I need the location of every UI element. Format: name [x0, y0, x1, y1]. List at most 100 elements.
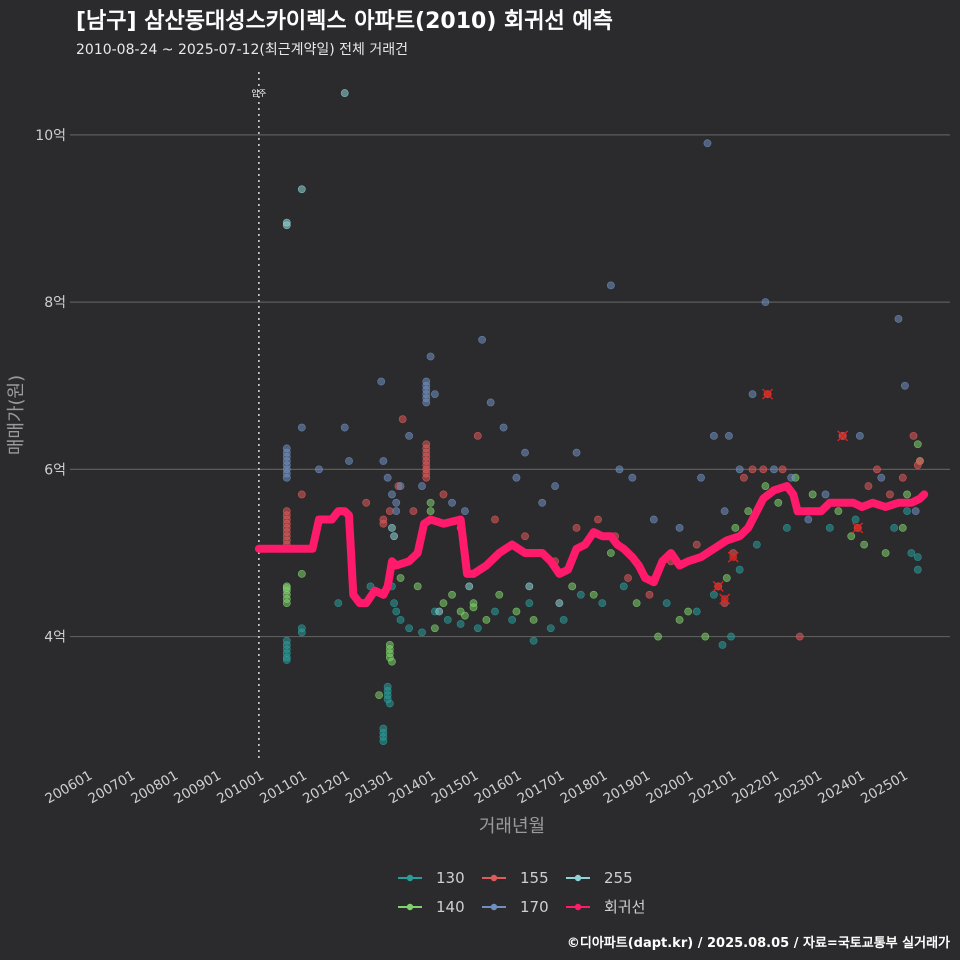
- data-point-140: [675, 615, 684, 624]
- data-point-140: [413, 582, 422, 591]
- chart-legend: 130 155 255 140 170 회귀선: [398, 869, 645, 916]
- data-point-140: [495, 590, 504, 599]
- data-point-155: [398, 415, 407, 424]
- data-point-170: [894, 314, 903, 323]
- data-point-130: [456, 620, 465, 628]
- data-point-170: [761, 298, 770, 307]
- data-point-170: [315, 465, 323, 474]
- y-tick-label: 8억: [44, 295, 66, 311]
- data-point-170: [448, 498, 456, 507]
- data-point-170: [379, 457, 388, 465]
- x-tick-label: 202201: [729, 768, 782, 808]
- x-tick-label: 201901: [601, 768, 654, 808]
- data-point-155: [916, 457, 924, 465]
- data-point-130: [385, 699, 394, 708]
- data-point-170: [804, 515, 813, 524]
- x-tick-label: 201701: [515, 768, 568, 808]
- x-tick-label: 202101: [686, 768, 739, 808]
- x-tick-label: 201401: [386, 768, 439, 808]
- data-point-130: [619, 582, 628, 591]
- data-point-155: [748, 465, 757, 474]
- data-point-130: [907, 549, 916, 557]
- data-point-130: [525, 599, 534, 608]
- data-point-140: [529, 615, 538, 624]
- data-point-170: [787, 473, 796, 482]
- data-point-170: [735, 465, 744, 474]
- data-point-130: [405, 624, 414, 633]
- data-point-140: [898, 523, 907, 532]
- data-point-155: [624, 574, 632, 582]
- data-point-130: [913, 565, 922, 574]
- data-point-170: [377, 377, 386, 386]
- data-point-170: [628, 473, 637, 482]
- data-point-140: [469, 603, 478, 612]
- outlier-cross: [727, 551, 739, 563]
- data-point-155: [795, 632, 804, 641]
- data-point-255: [297, 185, 306, 194]
- data-point-170: [499, 423, 508, 432]
- legend-swatch-dot: [490, 874, 498, 882]
- data-point-170: [538, 498, 547, 507]
- outlier-cross: [852, 522, 864, 534]
- data-point-130: [392, 607, 401, 616]
- scatter-points: [282, 89, 924, 745]
- data-point-140: [632, 599, 641, 608]
- x-tick-label: 200901: [171, 768, 224, 808]
- data-point-140: [282, 599, 291, 608]
- data-point-140: [701, 632, 710, 641]
- legend-swatch-dot: [406, 874, 414, 882]
- data-point-170: [606, 281, 615, 290]
- data-point-155: [898, 473, 907, 482]
- data-point-170: [461, 507, 469, 516]
- data-point-170: [426, 352, 435, 361]
- data-point-140: [834, 507, 843, 516]
- data-point-140: [439, 599, 448, 608]
- data-point-140: [512, 607, 521, 616]
- data-point-170: [392, 498, 401, 507]
- data-point-140: [426, 498, 435, 507]
- data-point-155: [362, 498, 371, 507]
- x-tick-label: 201201: [300, 768, 353, 808]
- data-point-140: [913, 440, 922, 449]
- outlier-cross: [837, 430, 849, 442]
- legend-swatch-dot: [574, 903, 582, 911]
- data-point-155: [873, 465, 881, 474]
- data-point-170: [703, 139, 712, 148]
- data-point-130: [692, 607, 701, 616]
- x-axis-ticks: 2006012007012008012009012010012011012012…: [43, 768, 911, 808]
- grid-lines: [70, 134, 950, 638]
- data-point-140: [860, 540, 869, 549]
- data-point-170: [821, 490, 830, 499]
- data-point-255: [435, 607, 444, 616]
- data-point-140: [426, 507, 435, 516]
- y-tick-label: 6억: [44, 462, 66, 478]
- data-point-130: [443, 615, 452, 624]
- data-point-130: [825, 523, 834, 532]
- x-tick-label: 200701: [85, 768, 138, 808]
- legend-label: 155: [520, 869, 549, 887]
- data-point-170: [649, 515, 658, 524]
- data-point-130: [913, 553, 922, 562]
- data-point-170: [720, 507, 729, 516]
- x-tick-label: 201101: [257, 768, 310, 808]
- legend-label: 170: [520, 898, 549, 916]
- data-point-155: [491, 515, 499, 524]
- data-point-170: [486, 398, 495, 407]
- data-point-170: [340, 423, 349, 432]
- data-point-170: [405, 432, 414, 440]
- data-point-130: [662, 599, 671, 608]
- data-point-140: [589, 590, 598, 599]
- data-point-155: [409, 507, 418, 516]
- data-point-130: [559, 615, 568, 624]
- data-point-130: [491, 607, 499, 616]
- data-point-130: [418, 628, 426, 637]
- y-tick-label: 4억: [44, 630, 66, 646]
- data-point-140: [396, 574, 405, 582]
- data-point-130: [710, 590, 718, 599]
- x-tick-label: 200801: [128, 768, 181, 808]
- data-point-170: [512, 473, 521, 482]
- data-point-140: [903, 490, 911, 499]
- data-point-140: [282, 584, 291, 592]
- data-point-140: [482, 615, 491, 624]
